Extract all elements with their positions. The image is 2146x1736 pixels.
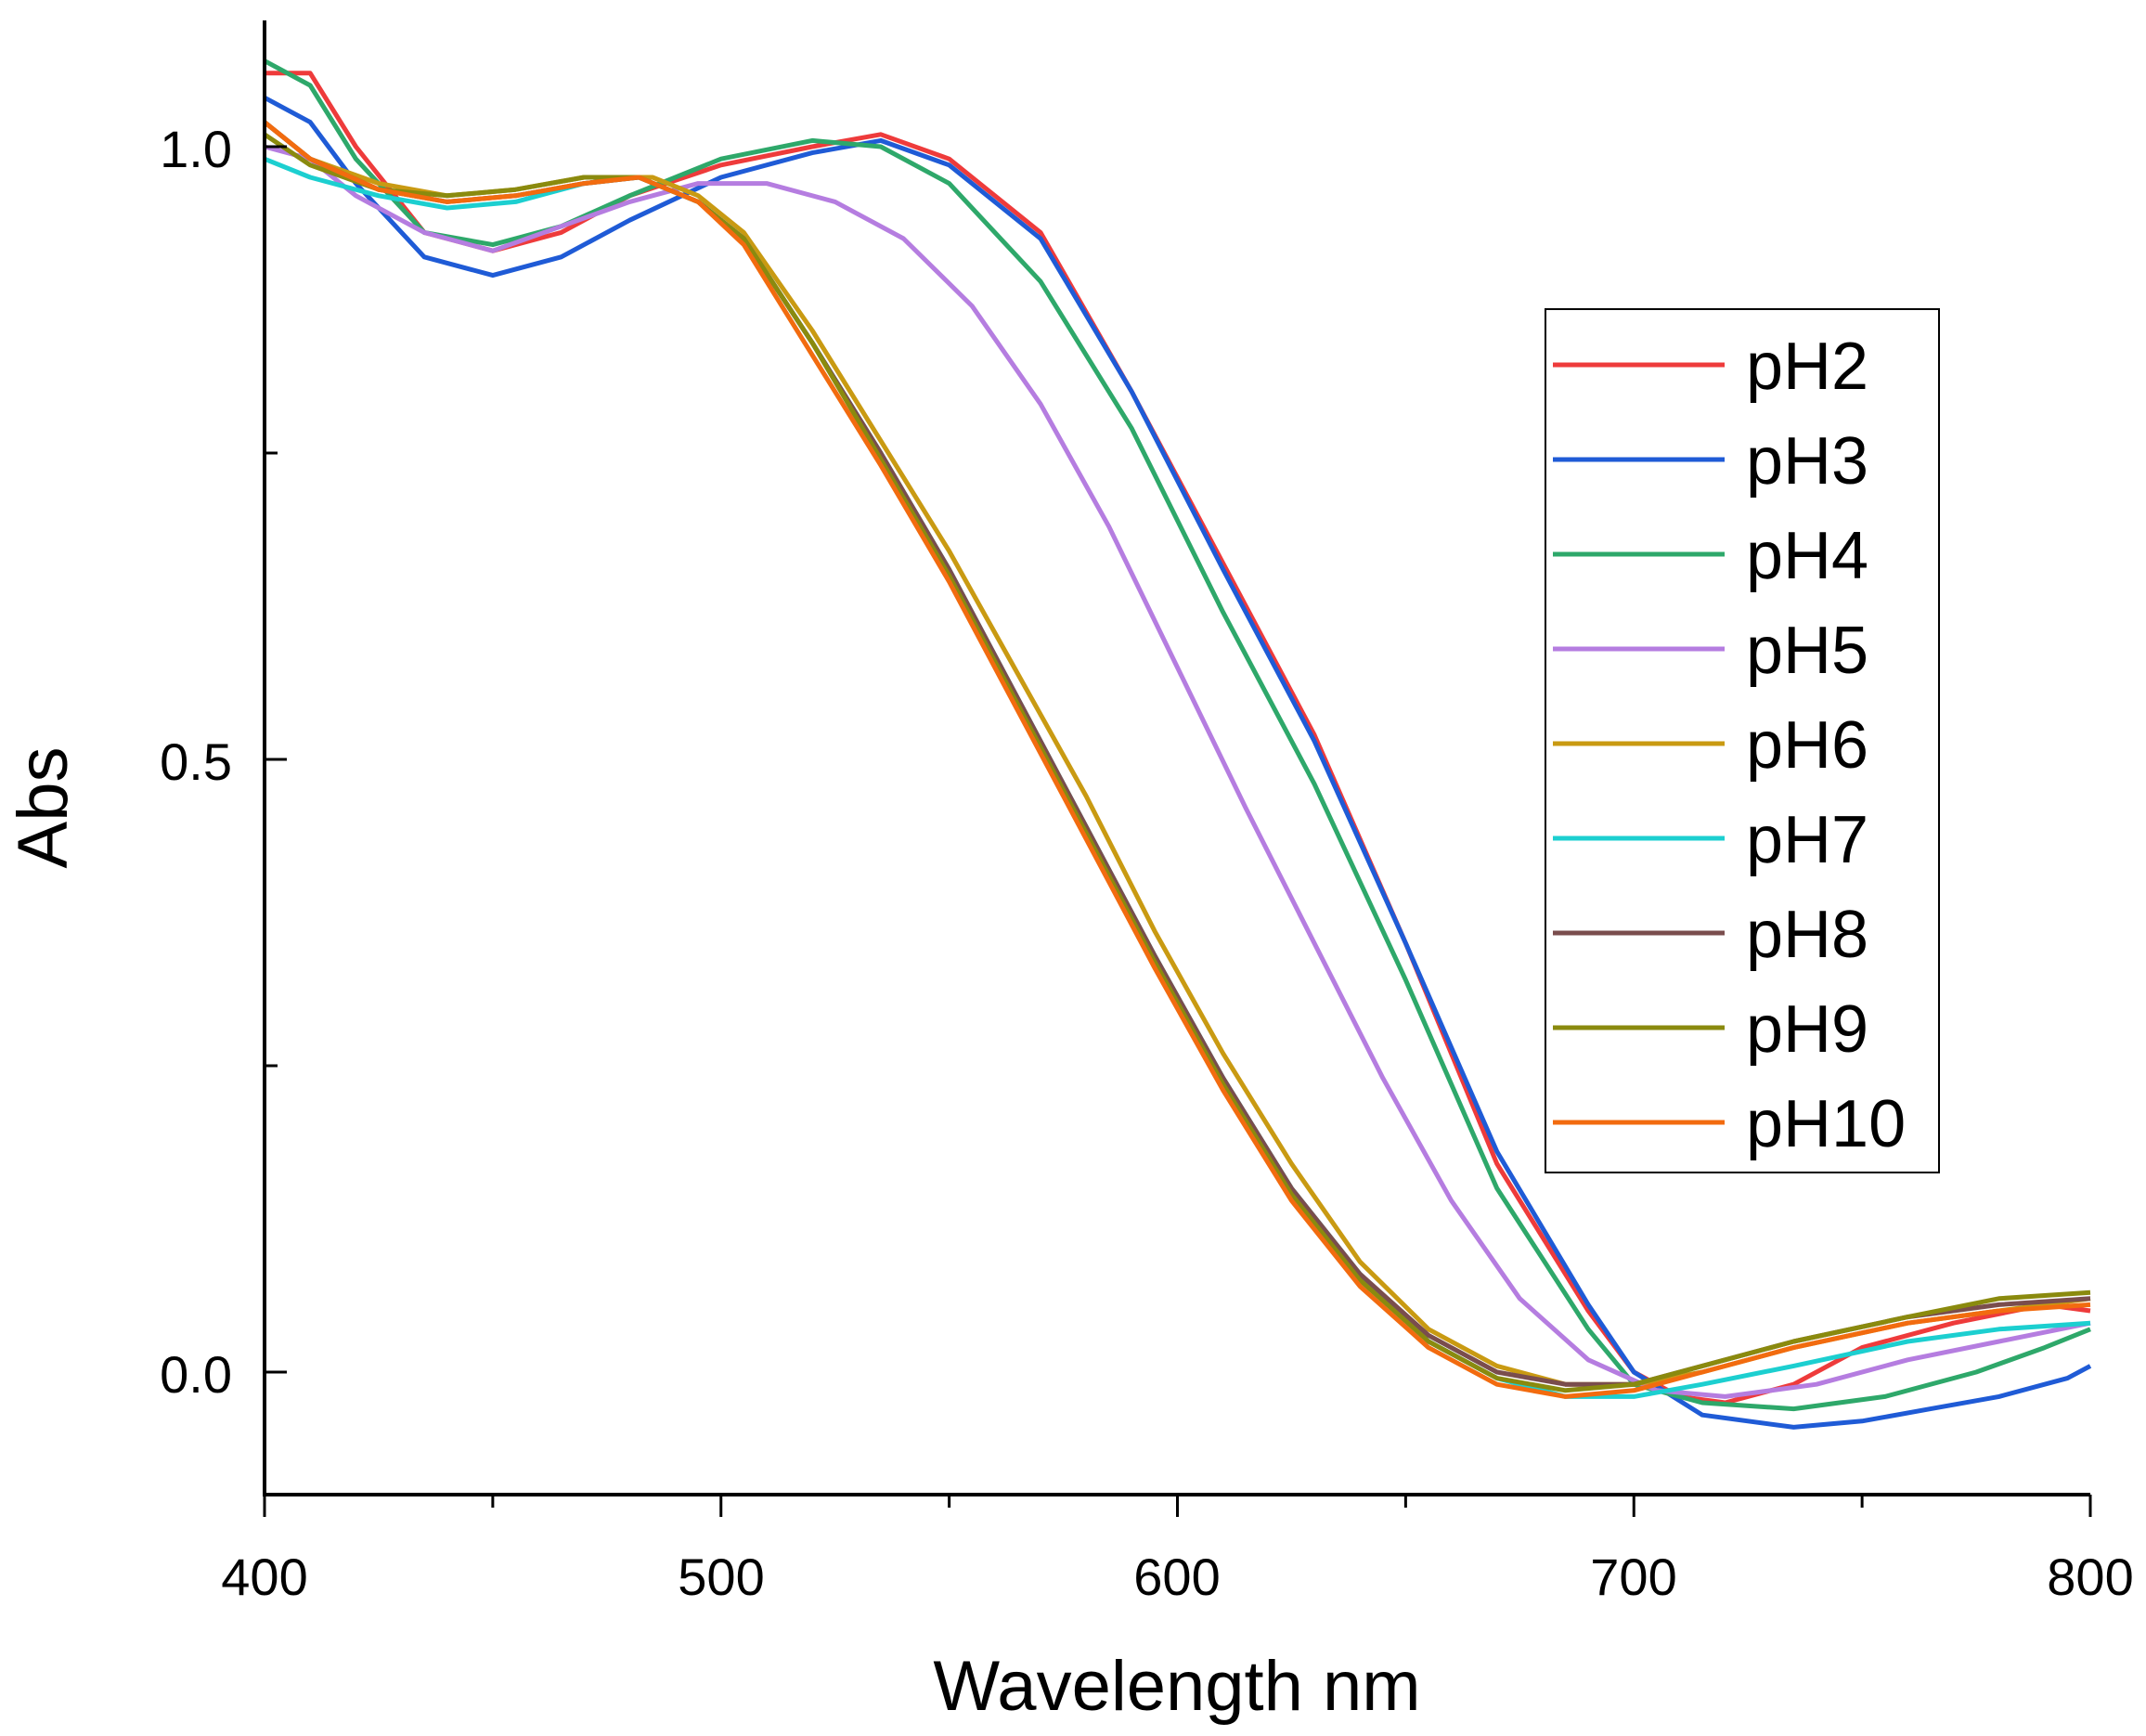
x-tick-label: 800: [2047, 1548, 2133, 1606]
series-line-ph3: [263, 95, 2092, 1430]
legend-label: pH4: [1746, 519, 1868, 593]
x-tick-label: 500: [678, 1548, 764, 1606]
x-axis-title: Wavelength nm: [933, 1647, 1420, 1726]
y-tick-label: 0.0: [160, 1345, 232, 1404]
x-tick-label: 700: [1590, 1548, 1676, 1606]
y-tick-label: 1.0: [160, 120, 232, 178]
legend-label: pH6: [1746, 708, 1868, 783]
legend-label: pH8: [1746, 898, 1868, 972]
tick-layer: [263, 145, 2092, 1517]
series-layer: [263, 58, 2092, 1430]
x-tick-label: 600: [1133, 1548, 1220, 1606]
legend-label: pH7: [1746, 803, 1868, 877]
series-line-ph9: [263, 132, 2091, 1393]
series-line-ph5: [264, 144, 2091, 1399]
legend-label: pH3: [1746, 424, 1868, 499]
legend-label: pH10: [1746, 1087, 1906, 1161]
y-axis-title: Abs: [4, 747, 83, 869]
x-tick-label: 400: [221, 1548, 307, 1606]
legend-label: pH5: [1746, 614, 1868, 688]
y-tick-label: 0.5: [160, 732, 232, 791]
legend-box: [1545, 308, 1940, 1173]
legend: pH2 pH3 pH4 pH5 pH6 pH7 pH8 pH9 pH10: [1545, 308, 1940, 1173]
legend-label: pH9: [1746, 992, 1868, 1067]
series-line-ph4: [263, 58, 2091, 1412]
series-line-ph10: [263, 120, 2091, 1399]
legend-entries: pH2 pH3 pH4 pH5 pH6 pH7 pH8 pH9 pH10: [1553, 330, 1906, 1161]
legend-label: pH2: [1746, 330, 1868, 404]
